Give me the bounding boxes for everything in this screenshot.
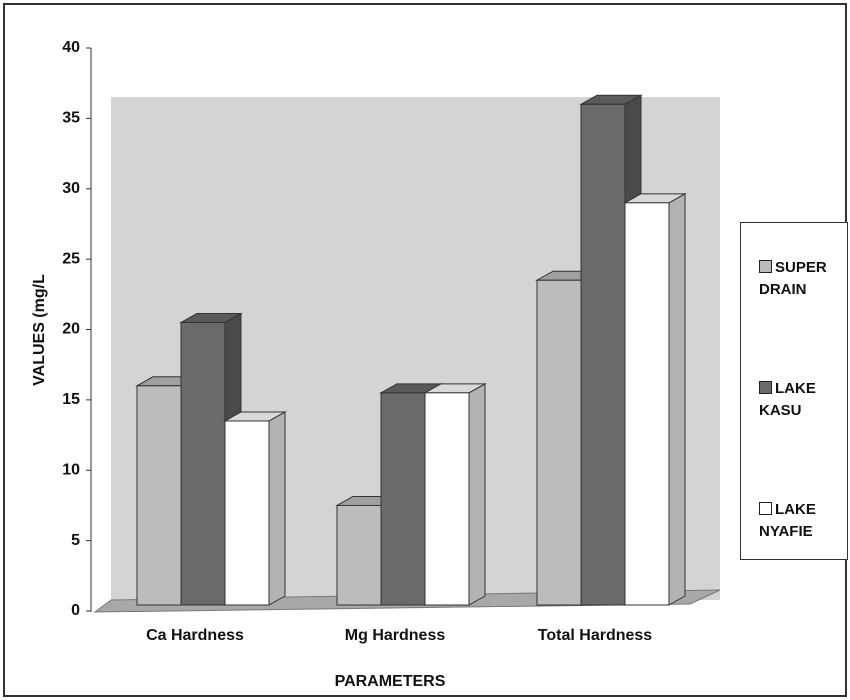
legend-label: SUPER DRAIN [759,259,827,298]
legend-item: SUPER DRAIN [759,257,845,301]
bar [424,392,470,606]
y-tick-label: 10 [62,461,80,478]
bar [536,279,582,606]
bar-side [268,411,286,606]
y-tick-label: 20 [62,321,80,338]
y-tick-label: 25 [62,250,80,267]
bar [380,392,426,606]
bar [624,202,670,606]
legend-swatch [759,381,772,394]
legend: SUPER DRAIN LAKE KASU LAKE NYAFIE [740,222,848,560]
bar [224,420,270,606]
legend-swatch [759,502,772,515]
legend-item: LAKE KASU [759,378,845,422]
x-axis-label: PARAMETERS [335,673,446,690]
y-tick-label: 0 [71,602,80,619]
y-tick-label: 35 [62,110,80,127]
y-tick-label: 30 [62,180,80,197]
y-tick-label: 15 [62,391,80,408]
legend-swatch [759,260,772,273]
x-tick-label: Total Hardness [538,627,653,644]
y-axis-label: VALUES (mg/L [31,274,48,386]
x-tick-label: Mg Hardness [345,627,446,644]
bar-side [468,382,486,606]
bar [180,321,226,606]
bar [336,504,382,606]
legend-label: LAKE NYAFIE [759,501,816,540]
legend-item: LAKE NYAFIE [759,499,845,543]
y-tick-label: 5 [71,532,80,549]
bar [136,385,182,606]
bar [580,103,626,606]
bar-side [668,192,686,606]
x-tick-label: Ca Hardness [146,627,244,644]
y-tick-label: 40 [62,39,80,56]
legend-label: LAKE KASU [759,380,816,419]
